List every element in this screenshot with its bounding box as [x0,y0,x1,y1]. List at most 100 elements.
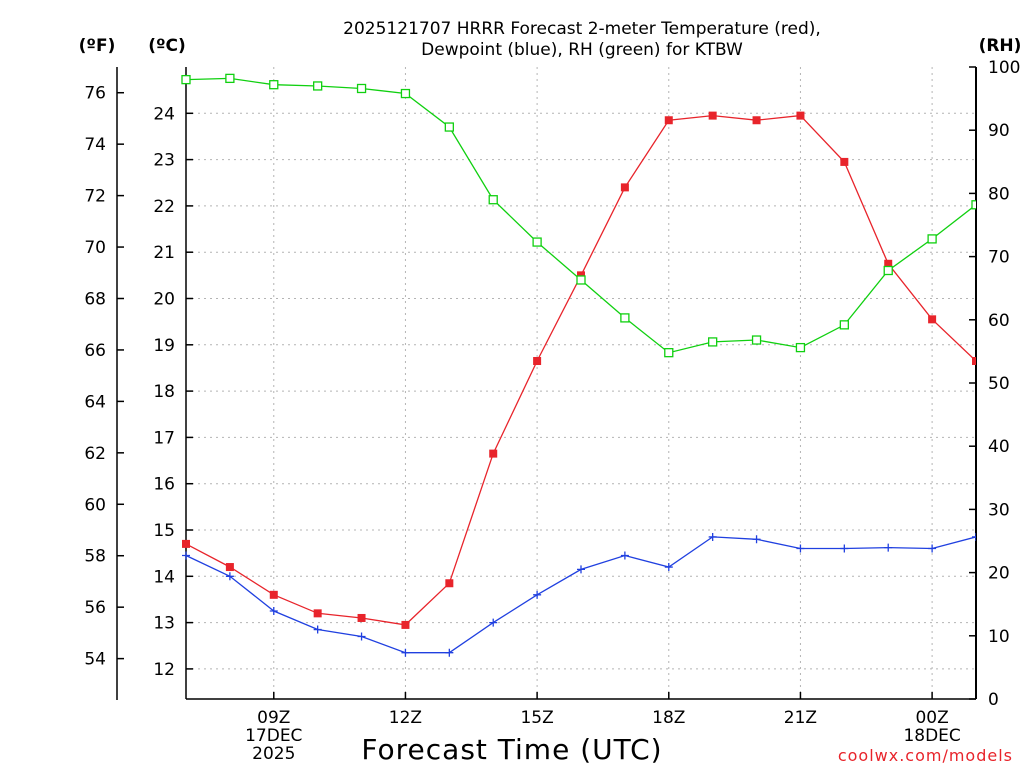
temperature-point [620,183,629,192]
rh-tick-label: 100 [988,58,1020,78]
temperature-point [401,620,410,629]
chart-title-line-2: Dewpoint (blue), RH (green) for KTBW [421,40,743,60]
rh-point [269,80,279,90]
rh-point [488,195,498,205]
dewpoint-point [664,563,673,572]
dewpoint-point [445,648,454,657]
rh-point [971,200,976,210]
dewpoint-point [620,551,629,560]
fahrenheit-axis: 54 56 58 60 62 64 66 68 70 72 74 76 [84,84,124,670]
rh-tick-label: 0 [988,690,999,710]
time-tick-label: 15Z [520,708,553,728]
celsius-tick-label: 22 [153,197,175,217]
series-rh [181,73,976,358]
temperature-point [664,116,673,125]
dewpoint-point [225,572,234,581]
time-tick-label: 2025 [252,744,295,764]
time-tick-label: 18Z [652,708,685,728]
temperature-point [489,449,498,458]
dewpoint-point [489,618,498,627]
rh-point [883,265,893,276]
temperature-point [752,116,761,125]
temperature-point [708,111,717,120]
fahrenheit-tick-label: 56 [84,598,106,618]
dewpoint-point [972,532,976,541]
time-tick-label: 00Z [915,708,948,728]
dewpoint-point [357,632,366,641]
rh-tick-label: 80 [988,184,1010,204]
rh-point [708,337,718,347]
time-tick-label: 12Z [389,708,422,728]
fahrenheit-tick-label: 58 [84,547,106,567]
rh-point [751,335,762,345]
celsius-tick-label: 16 [153,475,175,495]
rh-tick-label: 20 [988,564,1010,584]
celsius-tick-label: 19 [153,336,175,356]
credit-text: coolwx.com/models [838,746,1013,765]
rh-tick-label: 30 [988,500,1010,520]
rh-tick-label: 10 [988,627,1010,647]
dewpoint-point [269,607,278,616]
rh-point [444,122,454,132]
temperature-point [225,563,234,572]
celsius-tick-label: 24 [153,104,175,124]
celsius-axis-unit: (ºC) [148,36,186,56]
rh-point [313,81,323,91]
fahrenheit-tick-label: 54 [84,650,106,670]
rh-tick-label: 60 [988,311,1010,331]
grid-lines [186,67,976,699]
dewpoint-point [752,535,761,544]
dewpoint-point [928,544,937,553]
series-dewpoint [182,532,976,657]
rh-point [356,83,367,94]
celsius-tick-label: 14 [153,567,175,587]
celsius-tick-label: 17 [153,428,175,448]
temperature-point [840,157,849,166]
fahrenheit-tick-label: 66 [84,341,106,361]
rh-point [576,275,586,285]
dewpoint-point [313,625,322,634]
temperature-point [884,259,893,268]
fahrenheit-tick-label: 74 [84,135,106,155]
rh-point [620,313,630,323]
time-tick-label: 21Z [784,708,817,728]
rh-point [795,342,806,353]
rh-point [181,74,191,85]
time-tick-label: 18DEC [903,726,960,746]
rh-point [400,88,411,99]
rh-tick-label: 40 [988,437,1010,457]
dewpoint-point [796,544,805,553]
rh-tick-label: 90 [988,121,1010,141]
fahrenheit-tick-label: 68 [84,290,106,310]
dewpoint-point [401,648,410,657]
rh-point [664,348,674,358]
rh-point [225,73,235,84]
fahrenheit-tick-label: 76 [84,84,106,104]
time-tick-label: 17DEC [245,726,302,746]
rh-line [185,77,976,354]
temperature-point [357,613,366,622]
fahrenheit-axis-unit: (ºF) [79,36,116,56]
chart-title-line-1: 2025121707 HRRR Forecast 2-meter Tempera… [343,19,821,39]
rh-tick-label: 70 [988,248,1010,268]
series-temperature [182,111,976,629]
dewpoint-point [577,565,585,574]
celsius-axis: 12 13 14 15 16 17 18 19 20 21 22 23 24 [153,104,193,680]
dewpoint-point [884,543,893,552]
celsius-tick-label: 21 [153,243,175,263]
data-series [181,73,976,657]
temperature-point [796,111,805,120]
dewpoint-point [840,544,849,553]
temperature-point [928,315,937,324]
temperature-point [313,609,322,618]
fahrenheit-tick-label: 60 [84,495,106,515]
dewpoint-point [533,590,542,599]
rh-axis-unit: (RH) [979,36,1022,56]
fahrenheit-tick-label: 72 [84,187,106,207]
celsius-tick-label: 13 [153,614,175,634]
dewpoint-line [185,536,976,654]
dewpoint-point [708,532,717,541]
temperature-point [445,579,454,588]
